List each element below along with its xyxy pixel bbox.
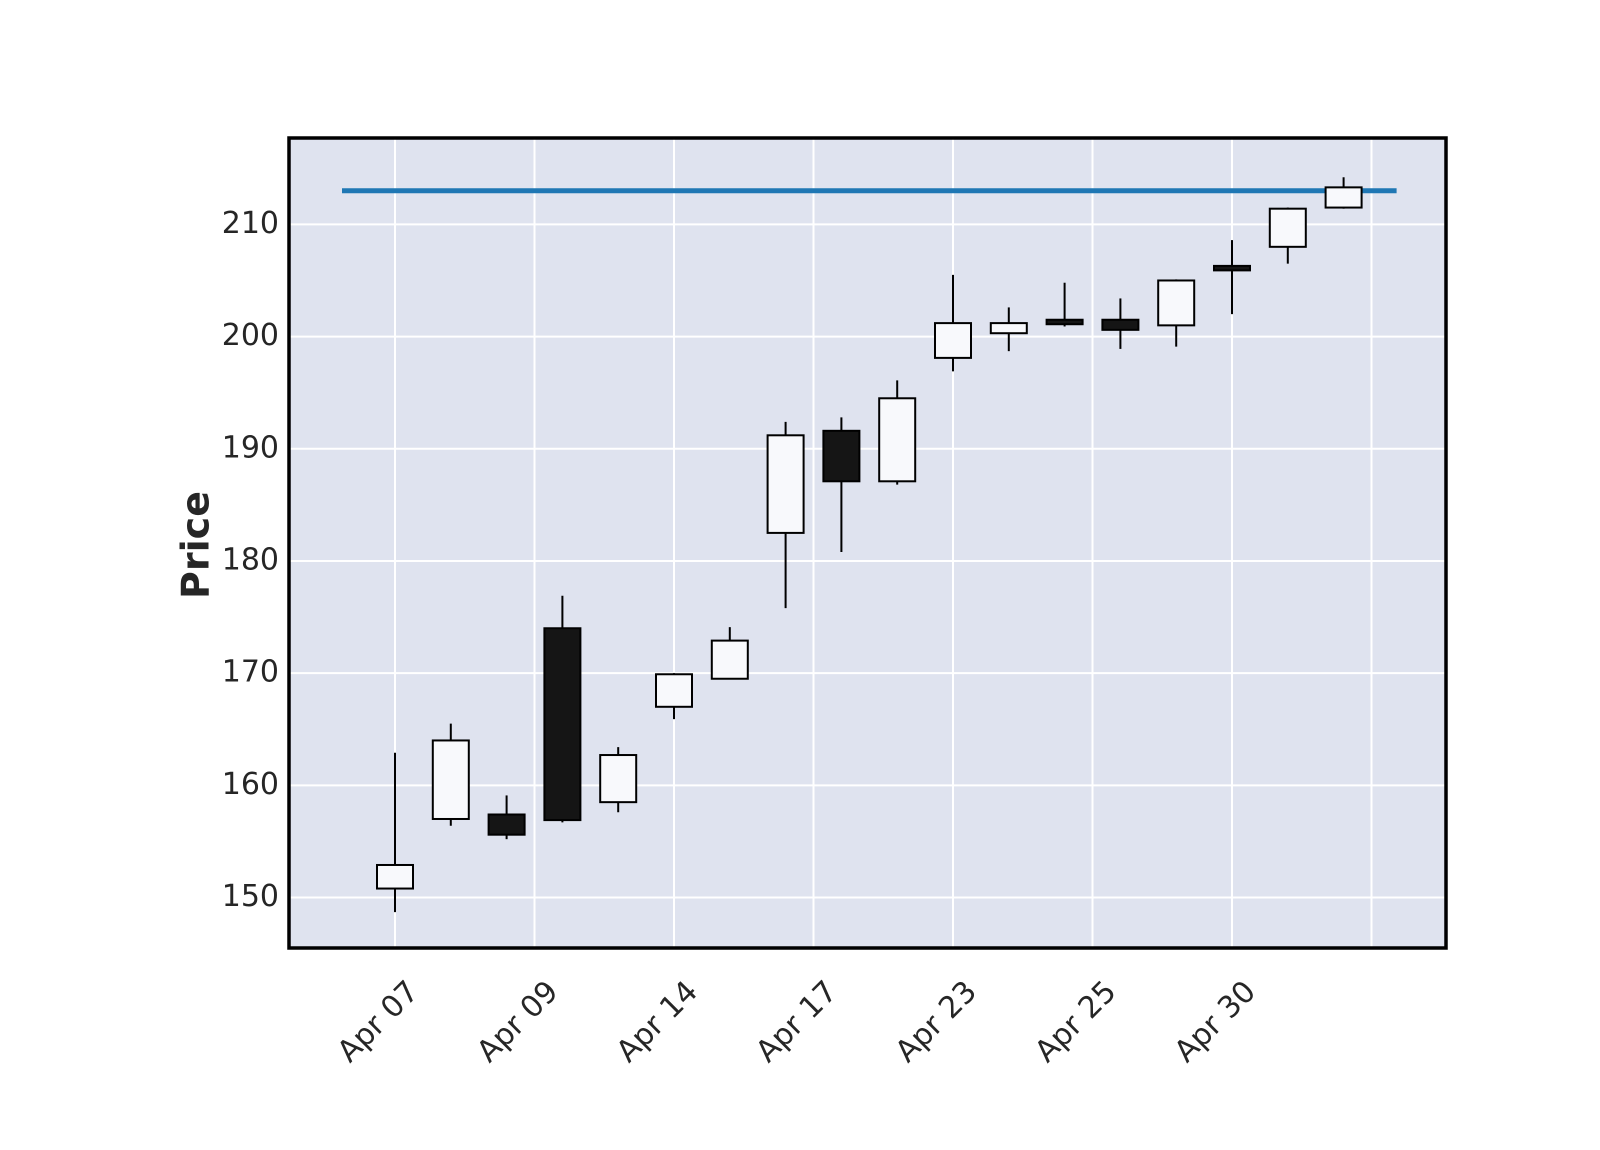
candle-body bbox=[766, 434, 805, 534]
candle bbox=[1268, 207, 1307, 264]
y-tick-label: 200 bbox=[222, 318, 279, 353]
x-tick-label: Apr 07 bbox=[331, 974, 426, 1069]
y-axis-title: Price bbox=[174, 491, 218, 599]
candle-body bbox=[1045, 318, 1084, 326]
x-axis-ticks: Apr 07 Apr 09 Apr 14 Apr 17 Apr 23 Apr 25 Apr … bbox=[331, 974, 1263, 1069]
candle bbox=[1324, 177, 1363, 209]
x-tick-label: Apr 23 bbox=[889, 974, 984, 1069]
candle-body bbox=[989, 322, 1028, 335]
candle-body bbox=[934, 322, 972, 359]
candle bbox=[878, 380, 917, 485]
y-tick-label: 160 bbox=[222, 767, 279, 802]
candle bbox=[431, 723, 470, 826]
candle-body bbox=[1268, 207, 1307, 248]
y-tick-label: 180 bbox=[222, 542, 279, 577]
plot-area bbox=[289, 138, 1446, 948]
candle-body bbox=[655, 673, 693, 708]
candle-body bbox=[1157, 279, 1196, 327]
candle-body bbox=[431, 739, 470, 820]
candle-body bbox=[1324, 186, 1363, 209]
x-tick-label: Apr 14 bbox=[610, 974, 705, 1069]
candle bbox=[1213, 240, 1251, 315]
candle-body bbox=[1101, 318, 1140, 331]
x-tick-label: Apr 25 bbox=[1028, 974, 1123, 1069]
y-tick-label: 190 bbox=[222, 430, 279, 465]
candle bbox=[376, 752, 414, 913]
candle bbox=[1157, 279, 1196, 347]
candle-body bbox=[543, 627, 582, 822]
candle-body bbox=[599, 754, 638, 804]
candle bbox=[934, 274, 972, 372]
candle bbox=[766, 421, 805, 609]
grid bbox=[289, 138, 1446, 948]
y-tick-label: 170 bbox=[222, 655, 279, 690]
candle bbox=[822, 417, 861, 552]
candle-body bbox=[1213, 264, 1251, 272]
y-axis-ticks: 150 160 170 180 190 200 210 bbox=[222, 206, 279, 914]
candle bbox=[655, 673, 693, 720]
plot-frame bbox=[287, 136, 1448, 950]
candle bbox=[599, 747, 638, 813]
candles bbox=[376, 177, 1363, 913]
x-tick-label: Apr 30 bbox=[1168, 974, 1263, 1069]
candle-body bbox=[710, 639, 749, 680]
candle-body bbox=[878, 397, 917, 483]
candle bbox=[1101, 298, 1140, 349]
candle bbox=[710, 627, 749, 680]
candle bbox=[1045, 282, 1084, 327]
y-tick-label: 210 bbox=[222, 206, 279, 241]
x-tick-label: Apr 09 bbox=[470, 974, 565, 1069]
x-tick-label: Apr 17 bbox=[749, 974, 844, 1069]
y-tick-label: 150 bbox=[222, 879, 279, 914]
candle bbox=[989, 307, 1028, 352]
candle-body bbox=[376, 863, 414, 890]
candle bbox=[487, 795, 526, 840]
candle-body bbox=[487, 813, 526, 836]
candle-body bbox=[822, 429, 861, 483]
candle bbox=[543, 595, 582, 823]
